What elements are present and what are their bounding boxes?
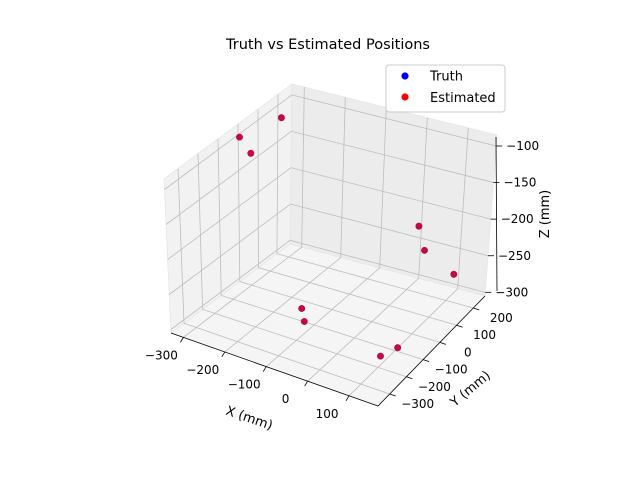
- legend-estimated-label: Estimated: [430, 91, 496, 106]
- x-tick-label: −300: [145, 348, 178, 362]
- x-gridline: [348, 127, 469, 397]
- y-tick-mark: [406, 376, 413, 380]
- legend-estimated-marker: [401, 93, 409, 101]
- y-tick-mark: [439, 342, 446, 345]
- estimated-point: [236, 133, 243, 141]
- z-gridline: [169, 203, 489, 295]
- x-gridline: [307, 117, 428, 382]
- y-tick-label: −200: [418, 380, 451, 394]
- data-points: [236, 114, 458, 360]
- z-gridline: [167, 167, 491, 260]
- estimated-point: [421, 247, 428, 254]
- y-tick-mark: [423, 359, 430, 362]
- y-tick-label: −300: [401, 397, 434, 411]
- x-tick-mark: [304, 380, 308, 387]
- x-tick-mark: [221, 351, 226, 358]
- y-gridline: [177, 168, 390, 395]
- z-gridline: [165, 130, 494, 225]
- axis-panes: [163, 83, 498, 407]
- x-tick-mark: [180, 337, 184, 343]
- legend: Truth Estimated: [385, 64, 506, 113]
- x-axis-line: [170, 332, 379, 407]
- z-axis-line: [495, 136, 498, 292]
- y-gridline: [237, 124, 440, 343]
- z-tick-label: −250: [498, 249, 531, 263]
- legend-truth-label: Truth: [429, 70, 463, 85]
- z-axis-label: Z (mm): [538, 190, 553, 239]
- y-tick-mark: [473, 307, 480, 311]
- x-tick-label: 0: [282, 392, 290, 406]
- chart-title: Truth vs Estimated Positions: [225, 37, 430, 53]
- x-gridline: [183, 87, 305, 338]
- estimated-point: [415, 222, 423, 230]
- y-tick-label: 200: [490, 311, 513, 325]
- estimated-point: [278, 114, 285, 122]
- z-tick-label: −300: [495, 285, 528, 299]
- estimated-point: [450, 270, 458, 278]
- y-gridline: [217, 138, 424, 360]
- gridlines: [164, 87, 497, 397]
- x-gridline: [224, 97, 346, 353]
- x-gridline: [265, 107, 387, 367]
- y-tick-label: 0: [464, 345, 472, 359]
- y-tick-mark: [389, 393, 396, 397]
- legend-box: [385, 64, 506, 113]
- y-tick-mark: [456, 324, 463, 328]
- y-gridline: [257, 109, 457, 326]
- z-tick-label: −150: [503, 176, 536, 190]
- legend-truth-marker: [401, 72, 409, 80]
- x-tick-mark: [262, 366, 267, 372]
- y-gridline: [197, 153, 407, 378]
- estimated-point: [300, 318, 308, 325]
- y-axis-line: [377, 295, 486, 407]
- x-tick-label: −200: [186, 363, 219, 377]
- estimated-point: [247, 149, 255, 157]
- x-tick-mark: [345, 395, 350, 401]
- estimated-point: [298, 305, 306, 312]
- z-tick-label: −100: [506, 139, 539, 153]
- y-gridline: [276, 94, 474, 309]
- x-tick-label: −100: [228, 378, 261, 392]
- y-tick-label: −100: [435, 363, 468, 377]
- z-tick-label: −200: [501, 212, 534, 226]
- z-gridline: [170, 239, 486, 330]
- z-gridline: [164, 94, 497, 190]
- estimated-point: [394, 344, 402, 352]
- y-tick-label: 100: [473, 328, 496, 342]
- x-tick-label: 100: [316, 407, 339, 421]
- estimated-point: [377, 352, 384, 360]
- axes: −300−200−1000100−300−200−1000100200−100−…: [145, 136, 539, 421]
